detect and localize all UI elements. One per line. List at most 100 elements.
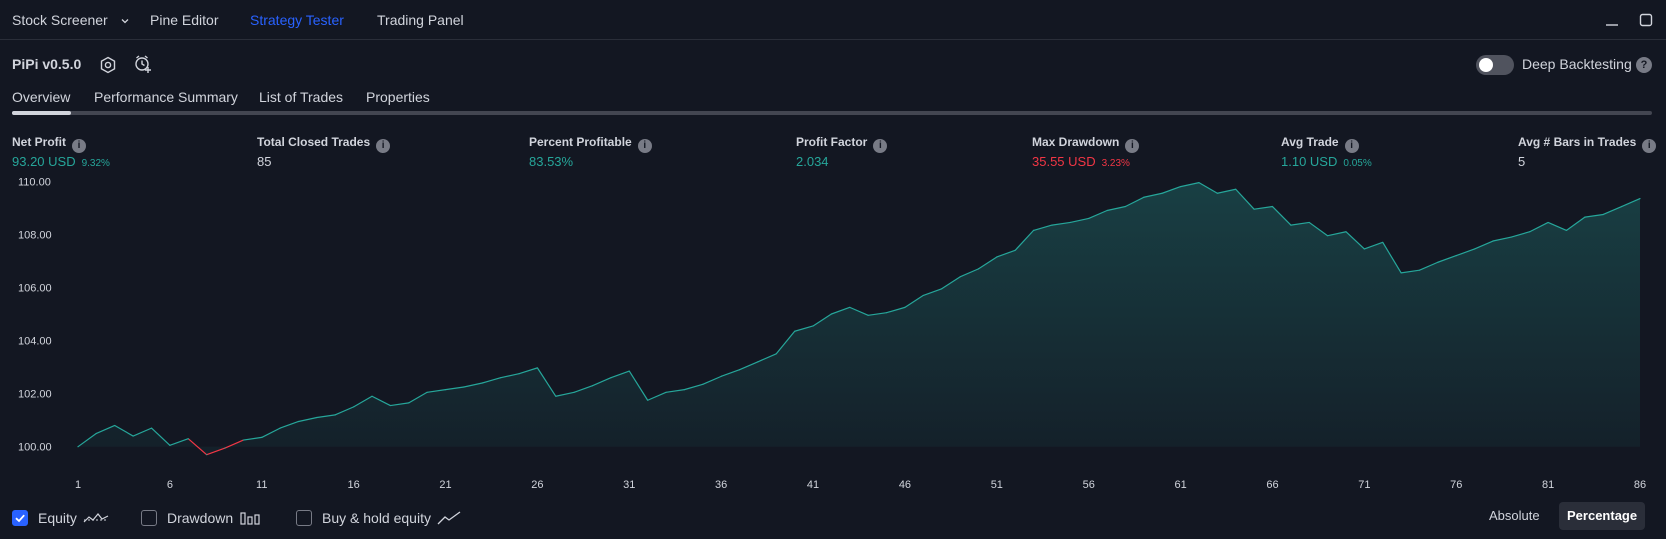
metric-value: 85 bbox=[257, 154, 272, 169]
info-icon[interactable]: i bbox=[72, 139, 86, 153]
metric-label: Total Closed Trades bbox=[257, 135, 371, 149]
drawdown-bars-icon bbox=[240, 512, 260, 525]
equity-point bbox=[867, 314, 869, 316]
equity-line-segment bbox=[1180, 182, 1200, 188]
equity-point bbox=[1161, 192, 1163, 194]
tab-strategy-tester[interactable]: Strategy Tester bbox=[250, 0, 344, 40]
equity-point bbox=[206, 454, 208, 456]
tab-stock-screener-label: Stock Screener bbox=[12, 12, 108, 28]
equity-point bbox=[1437, 261, 1439, 263]
equity-point bbox=[1529, 231, 1531, 233]
subtab-overview[interactable]: Overview bbox=[12, 89, 71, 105]
metric-avg-bars-in-trades: Avg # Bars in Trades i 5 bbox=[1518, 134, 1657, 169]
equity-point bbox=[150, 427, 153, 429]
equity-point bbox=[738, 369, 741, 371]
equity-point bbox=[647, 399, 649, 401]
deep-backtesting-toggle[interactable] bbox=[1476, 55, 1514, 75]
equity-line-segment bbox=[1272, 206, 1292, 226]
equity-line-segment bbox=[831, 306, 851, 315]
maximize-panel-icon[interactable] bbox=[1638, 12, 1654, 28]
equity-line-segment bbox=[1529, 221, 1549, 233]
equity-line-segment bbox=[408, 391, 428, 404]
x-tick-label: 26 bbox=[531, 479, 543, 491]
tab-stock-screener[interactable]: Stock Screener bbox=[12, 0, 130, 40]
info-icon[interactable]: i bbox=[1642, 139, 1657, 153]
equity-line-segment bbox=[555, 391, 575, 397]
add-alert-clock-icon[interactable] bbox=[133, 54, 153, 74]
info-icon[interactable]: i bbox=[637, 139, 652, 153]
equity-point bbox=[922, 294, 924, 297]
equity-point bbox=[1051, 224, 1053, 226]
equity-point bbox=[444, 389, 447, 391]
equity-point bbox=[389, 404, 391, 407]
absolute-mode-button[interactable]: Absolute bbox=[1489, 508, 1540, 523]
equity-line-segment bbox=[1492, 236, 1512, 242]
subtab-performance-summary[interactable]: Performance Summary bbox=[94, 89, 238, 105]
x-axis: 1 6 11 16 21 26 31 36 41 46 51 56 61 66 71 76 81 86 bbox=[75, 479, 1646, 491]
equity-point bbox=[573, 391, 575, 393]
equity-line-segment bbox=[886, 306, 906, 314]
equity-line-segment bbox=[1162, 186, 1181, 194]
equity-point bbox=[1510, 236, 1512, 238]
equity-line-segment bbox=[592, 377, 612, 387]
tab-pine-editor[interactable]: Pine Editor bbox=[150, 0, 218, 40]
legend-buy-hold-equity[interactable]: Buy & hold equity bbox=[296, 507, 461, 529]
equity-line-segment bbox=[996, 249, 1016, 258]
equity-point bbox=[1327, 235, 1329, 237]
equity-line-segment bbox=[941, 276, 961, 290]
equity-point bbox=[830, 313, 833, 315]
settings-gear-icon[interactable] bbox=[98, 55, 118, 75]
equity-line-segment bbox=[849, 306, 869, 316]
percentage-mode-button[interactable]: Percentage bbox=[1559, 502, 1646, 530]
equity-line-segment bbox=[904, 294, 924, 308]
subtab-properties[interactable]: Properties bbox=[366, 89, 430, 105]
info-icon[interactable]: i bbox=[1344, 139, 1359, 153]
buy-hold-line-icon bbox=[437, 511, 461, 525]
tab-strategy-tester-label: Strategy Tester bbox=[250, 12, 344, 28]
info-icon[interactable]: i bbox=[873, 139, 888, 153]
equity-point bbox=[1235, 188, 1237, 190]
equity-point bbox=[1143, 196, 1145, 198]
buy-hold-checkbox[interactable] bbox=[296, 510, 312, 526]
equity-line-segment bbox=[1566, 216, 1586, 231]
equity-line-segment bbox=[1290, 221, 1310, 226]
equity-line-segment bbox=[169, 438, 189, 446]
equity-point bbox=[114, 424, 116, 427]
minimize-panel-icon[interactable] bbox=[1604, 12, 1620, 28]
x-tick-label: 16 bbox=[348, 479, 360, 491]
equity-checkbox[interactable] bbox=[12, 510, 28, 526]
metric-label: Avg # Bars in Trades bbox=[1518, 135, 1637, 149]
y-axis: 110.00 108.00 106.00 104.00 102.00 100.00 bbox=[18, 176, 52, 453]
equity-line-segment bbox=[298, 416, 318, 423]
legend-equity[interactable]: Equity bbox=[12, 507, 109, 529]
equity-point bbox=[665, 391, 667, 393]
x-tick-label: 76 bbox=[1450, 479, 1462, 491]
subtab-list-of-trades[interactable]: List of Trades bbox=[259, 89, 344, 105]
equity-line-segment bbox=[684, 383, 703, 391]
info-icon[interactable]: i bbox=[1125, 139, 1140, 153]
equity-point bbox=[224, 447, 226, 449]
equity-point bbox=[1639, 197, 1641, 200]
equity-point bbox=[1088, 217, 1090, 220]
legend-drawdown[interactable]: Drawdown bbox=[141, 507, 261, 529]
equity-point bbox=[1621, 205, 1623, 208]
equity-line-segment bbox=[628, 370, 649, 401]
info-icon[interactable]: i bbox=[376, 139, 391, 153]
drawdown-checkbox[interactable] bbox=[141, 510, 157, 526]
equity-point bbox=[1584, 216, 1586, 218]
equity-point bbox=[500, 377, 502, 379]
tab-trading-panel[interactable]: Trading Panel bbox=[377, 0, 464, 40]
equity-line-segment bbox=[316, 414, 336, 419]
equity-line-segment bbox=[1621, 198, 1641, 208]
equity-point bbox=[812, 325, 814, 327]
equity-line-segment bbox=[1345, 231, 1365, 250]
equity-line-segment bbox=[279, 420, 299, 429]
tab-pine-editor-label: Pine Editor bbox=[150, 12, 219, 28]
equity-point bbox=[261, 436, 263, 439]
equity-line-icon bbox=[83, 513, 109, 523]
equity-point bbox=[169, 444, 171, 446]
equity-line-segment bbox=[224, 439, 244, 449]
equity-point bbox=[555, 395, 557, 397]
help-icon[interactable]: ? bbox=[1636, 57, 1652, 73]
